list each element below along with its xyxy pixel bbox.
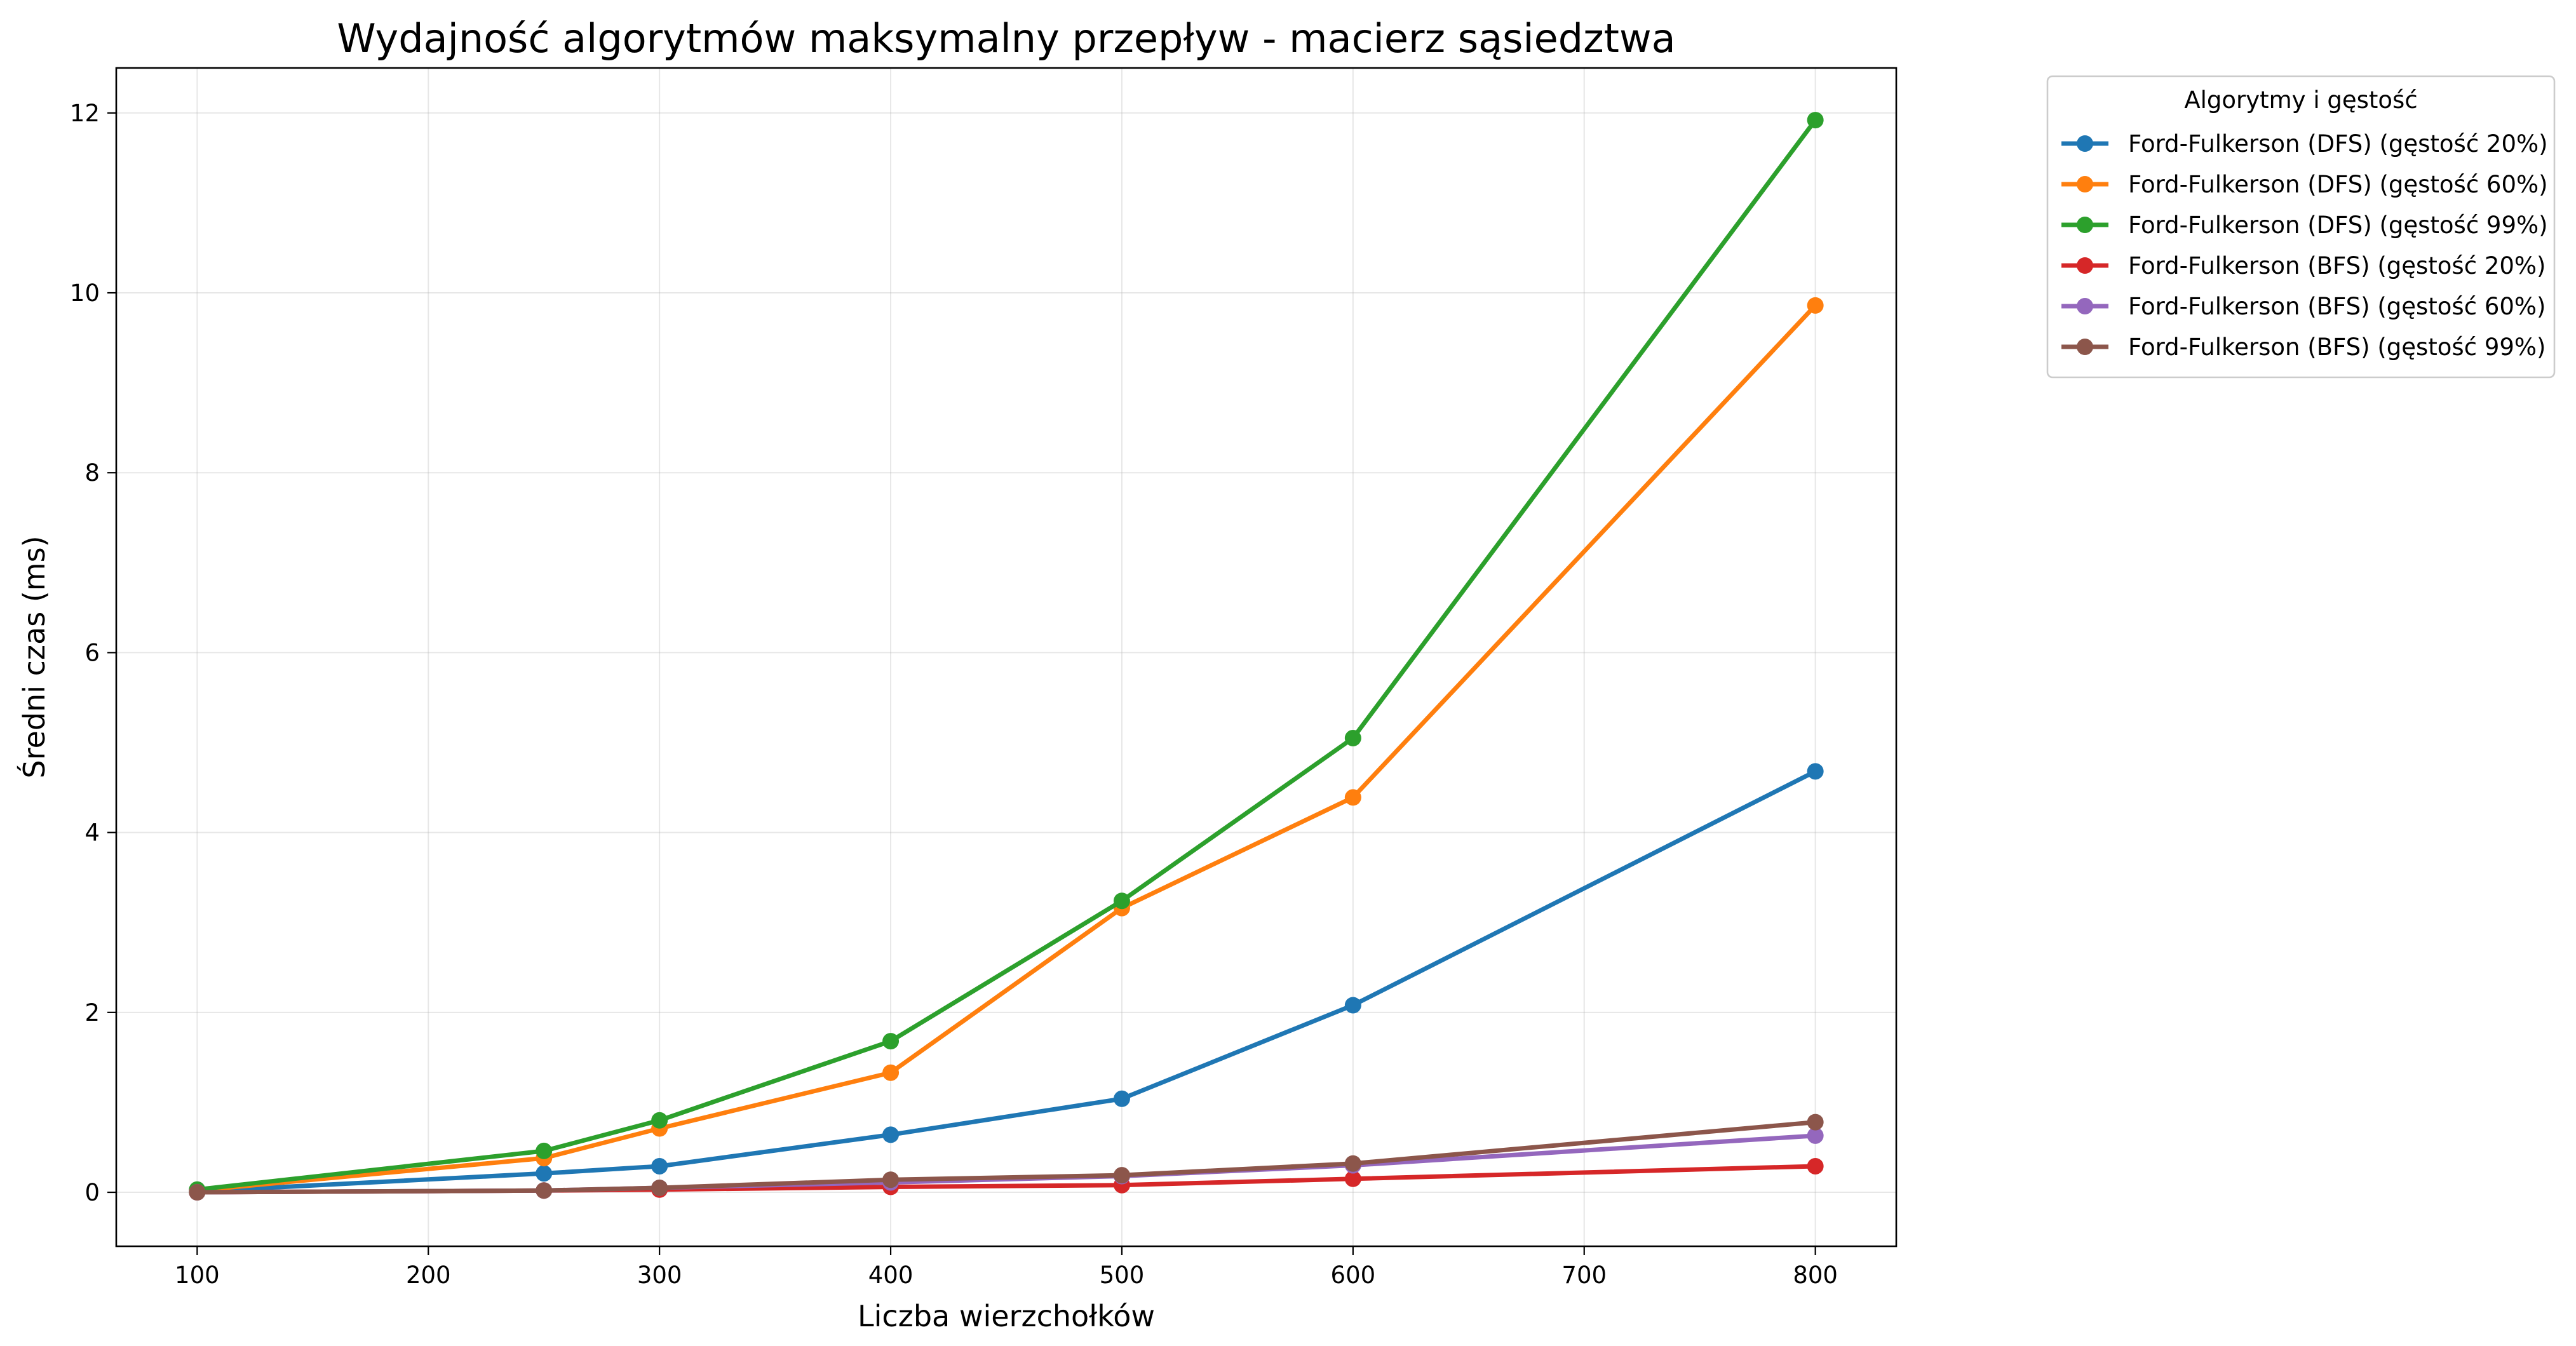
legend-item: Ford-Fulkerson (BFS) (gęstość 99%): [2061, 333, 2546, 361]
x-axis-label: Liczba wierzchołków: [858, 1299, 1155, 1333]
series-line: [194, 1120, 1818, 1195]
y-tick-label: 0: [84, 1179, 100, 1206]
data-point: [882, 1064, 900, 1081]
x-tick-label: 400: [868, 1262, 914, 1289]
legend-label: Ford-Fulkerson (BFS) (gęstość 60%): [2128, 293, 2546, 320]
legend-label: Ford-Fulkerson (DFS) (gęstość 60%): [2128, 171, 2548, 198]
data-point: [882, 1126, 900, 1143]
plot-frame: [115, 67, 1898, 1248]
legend-swatch-marker: [2077, 257, 2093, 274]
legend-items: Ford-Fulkerson (DFS) (gęstość 20%) Ford-F…: [2061, 130, 2548, 361]
y-axis-ticks: 0 2 4 6 8 10 12: [70, 100, 116, 1206]
legend-label: Ford-Fulkerson (DFS) (gęstość 99%): [2128, 212, 2548, 239]
x-axis-ticks: 100 200 300 400 500 600 700 800: [175, 1246, 1838, 1289]
x-tick-label: 700: [1561, 1262, 1607, 1289]
series-line: [194, 303, 1818, 1193]
x-tick-label: 300: [637, 1262, 682, 1289]
series-layer: [189, 112, 1824, 1201]
legend-item: Ford-Fulkerson (DFS) (gęstość 20%): [2061, 130, 2548, 158]
data-point: [1344, 789, 1361, 806]
data-point: [1344, 1170, 1361, 1187]
data-point: [882, 1033, 900, 1050]
data-point: [1113, 1167, 1130, 1184]
data-point: [1344, 729, 1361, 746]
legend-title: Algorytmy i gęstość: [2184, 86, 2417, 114]
y-tick-label: 2: [84, 999, 100, 1026]
data-point: [1113, 892, 1130, 910]
series-2: [189, 297, 1824, 1199]
data-point: [1807, 1157, 1824, 1174]
chart-title: Wydajność algorytmów maksymalny przepływ…: [337, 15, 1675, 62]
x-tick-label: 600: [1331, 1262, 1376, 1289]
data-point: [1807, 1114, 1824, 1131]
series-line: [194, 118, 1818, 1192]
data-point: [1807, 112, 1824, 129]
y-tick-label: 6: [84, 639, 100, 666]
x-tick-label: 200: [406, 1262, 451, 1289]
legend-item: Ford-Fulkerson (DFS) (gęstość 60%): [2061, 171, 2548, 198]
legend-swatch-marker: [2077, 217, 2093, 233]
data-point: [536, 1142, 553, 1159]
x-tick-label: 100: [175, 1262, 220, 1289]
data-point: [1807, 297, 1824, 314]
data-point: [189, 1184, 206, 1201]
legend: Algorytmy i gęstość Ford-Fulkerson (DFS)…: [2046, 75, 2556, 379]
data-point: [651, 1179, 668, 1196]
legend-swatch-marker: [2077, 298, 2093, 314]
series-line: [194, 769, 1818, 1194]
y-tick-label: 8: [84, 459, 100, 487]
data-point: [651, 1157, 668, 1174]
legend-box: [2046, 75, 2556, 379]
data-point: [1807, 1127, 1824, 1144]
y-tick-label: 10: [70, 279, 100, 307]
y-tick-label: 12: [70, 100, 100, 127]
legend-label: Ford-Fulkerson (BFS) (gęstość 20%): [2128, 252, 2546, 279]
data-point: [882, 1171, 900, 1188]
series-6: [189, 1114, 1824, 1201]
series-3: [189, 112, 1824, 1198]
legend-swatch-marker: [2077, 339, 2093, 355]
data-point: [536, 1165, 553, 1182]
data-point: [1344, 997, 1361, 1014]
x-tick-label: 800: [1793, 1262, 1838, 1289]
y-tick-label: 4: [84, 819, 100, 847]
series-1: [189, 763, 1824, 1200]
legend-swatch-marker: [2077, 176, 2093, 192]
data-point: [1113, 1090, 1130, 1107]
data-point: [536, 1182, 553, 1199]
legend-label: Ford-Fulkerson (BFS) (gęstość 99%): [2128, 333, 2546, 361]
data-point: [1344, 1155, 1361, 1172]
data-point: [651, 1112, 668, 1129]
legend-item: Ford-Fulkerson (DFS) (gęstość 99%): [2061, 212, 2548, 239]
x-tick-label: 500: [1100, 1262, 1145, 1289]
legend-swatch-marker: [2077, 135, 2093, 152]
data-point: [1807, 763, 1824, 780]
grid-lines: [116, 68, 1896, 1246]
legend-item: Ford-Fulkerson (BFS) (gęstość 20%): [2061, 252, 2546, 279]
y-axis-label: Średni czas (ms): [17, 535, 51, 778]
legend-item: Ford-Fulkerson (BFS) (gęstość 60%): [2061, 293, 2546, 320]
legend-label: Ford-Fulkerson (DFS) (gęstość 20%): [2128, 130, 2548, 158]
